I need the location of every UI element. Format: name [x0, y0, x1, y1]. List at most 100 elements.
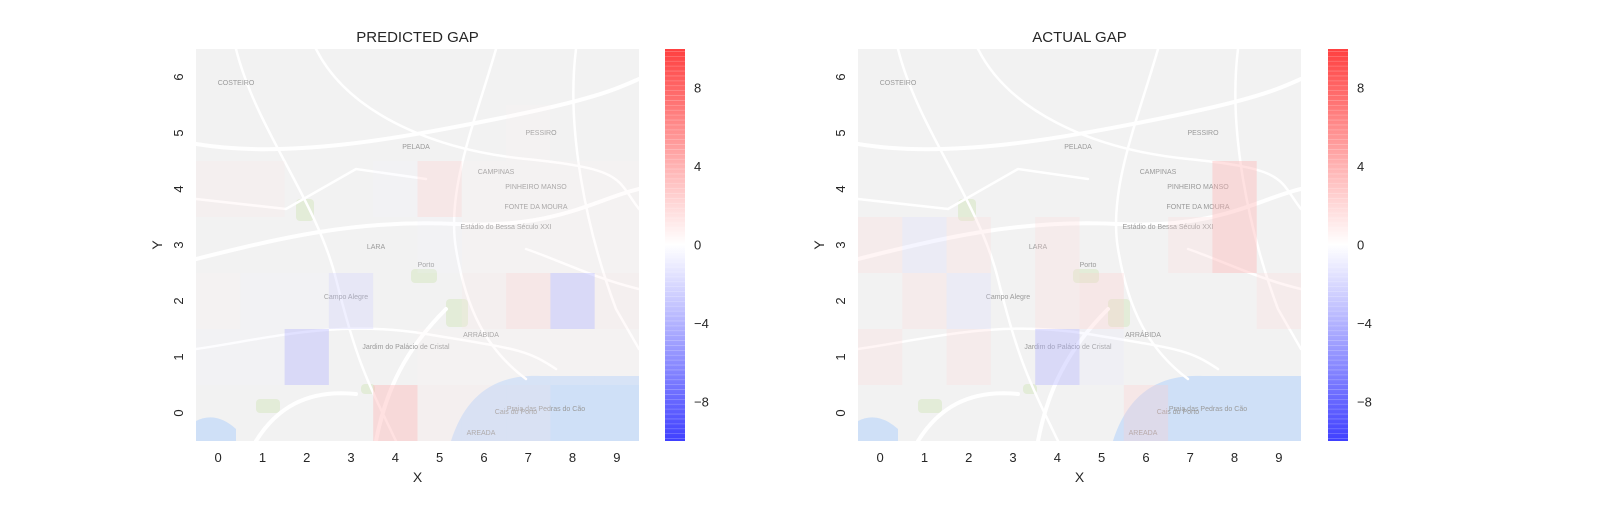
x-tick-label: 3 — [1009, 450, 1016, 465]
x-axis-label: X — [1075, 469, 1085, 485]
predicted-gap-panel: COSTEIRO PESSIRO PELADA CAMPINAS PINHEIRO MA… — [149, 29, 709, 485]
heatmap-cell — [240, 273, 285, 329]
map-label: Jardim do Palácio de Cristal — [1024, 344, 1112, 351]
x-tick-label: 4 — [392, 450, 399, 465]
heatmap-cell — [417, 217, 462, 273]
heatmap-cell — [417, 161, 462, 217]
map-road — [976, 49, 1301, 211]
x-tick-label: 0 — [877, 450, 884, 465]
heatmap-cell — [506, 161, 551, 217]
heatmap-cell — [1123, 385, 1169, 441]
river — [1113, 375, 1301, 441]
heatmap-cell — [506, 273, 551, 329]
map-label: PELADA — [402, 144, 430, 151]
y-tick-label: 5 — [833, 129, 848, 136]
heatmap-cell — [506, 217, 551, 273]
map-label: Jardim do Palácio de Cristal — [362, 344, 450, 351]
map-label: PESSIRO — [525, 130, 557, 137]
actual-gap-panel: COSTEIRO PESSIRO PELADA CAMPINAS PINHEIRO MA… — [811, 29, 1372, 485]
map-label: Praia das Pedras do Cão — [1169, 406, 1247, 413]
map-road — [858, 187, 1301, 261]
heatmap-cell — [594, 329, 639, 385]
chart-title: PREDICTED GAP — [356, 29, 479, 46]
map-label: CAMPINAS — [1140, 169, 1177, 176]
heatmap-cell — [594, 217, 639, 273]
heatmap-cell — [284, 329, 329, 385]
heatmap-cell — [858, 217, 903, 273]
map-label: LARA — [367, 244, 386, 251]
map-road — [572, 49, 639, 351]
park-area — [296, 199, 314, 221]
park-area — [1073, 269, 1099, 283]
map-label: AREADA — [1129, 430, 1158, 437]
map-road — [1036, 307, 1110, 441]
chart-title: ACTUAL GAP — [1032, 29, 1126, 46]
heatmap-cell — [594, 161, 639, 217]
river — [451, 375, 639, 441]
y-tick-label: 3 — [833, 241, 848, 248]
map-road — [1234, 49, 1301, 351]
heatmap-cell — [506, 385, 551, 441]
colorbar-tick-label: 0 — [694, 238, 701, 253]
heatmap-cell — [461, 217, 507, 273]
map-road — [896, 49, 1060, 441]
y-tick-label: 5 — [171, 129, 186, 136]
y-tick-label: 4 — [833, 185, 848, 192]
y-tick-label: 4 — [171, 185, 186, 192]
x-tick-label: 2 — [965, 450, 972, 465]
colorbar-tick-label: 0 — [1357, 238, 1364, 253]
map-land — [196, 49, 639, 441]
colorbar-tick-label: 4 — [1357, 159, 1364, 174]
heatmap-cell — [1256, 273, 1301, 329]
map-label: FONTE DA MOURA — [1166, 204, 1229, 211]
map-label: Estádio do Bessa Século XXI — [460, 224, 551, 231]
x-tick-label: 6 — [1142, 450, 1149, 465]
heatmap-cell — [196, 329, 241, 385]
heatmap-cell — [1212, 161, 1257, 217]
heatmap-cell — [461, 273, 507, 329]
map-label: LARA — [1029, 244, 1048, 251]
map-background: COSTEIRO PESSIRO PELADA CAMPINAS PINHEIRO MA… — [858, 49, 1301, 441]
park-area — [256, 399, 280, 413]
heatmap-cell — [946, 273, 991, 329]
y-tick-label: 6 — [833, 73, 848, 80]
colorbar-tick-label: −4 — [1357, 316, 1372, 331]
colorbar: 8 4 0 −4 −8 — [665, 49, 709, 441]
y-tick-label: 2 — [171, 297, 186, 304]
map-road — [254, 391, 358, 441]
map-road — [314, 49, 639, 211]
heatmap-cell — [946, 217, 991, 273]
heatmap-cell — [550, 329, 595, 385]
heatmap-cell — [946, 329, 991, 385]
map-label: Porto — [1080, 262, 1097, 269]
map-label: PINHEIRO MANSO — [505, 184, 567, 191]
map-label: COSTEIRO — [218, 80, 255, 87]
park-area — [411, 269, 437, 283]
map-road — [196, 77, 639, 152]
map-road — [196, 167, 428, 211]
map-label: Praia das Pedras do Cão — [507, 406, 585, 413]
y-axis-label: Y — [811, 240, 827, 250]
map-label: Cais do Porto — [495, 409, 538, 416]
x-tick-label: 1 — [259, 450, 266, 465]
heatmap-cell — [373, 385, 418, 441]
y-tick-label: 6 — [171, 73, 186, 80]
y-tick-label: 1 — [833, 353, 848, 360]
y-tick-label: 0 — [171, 409, 186, 416]
heatmap-cell — [284, 273, 329, 329]
colorbar-tick-label: 4 — [694, 159, 701, 174]
map-label: ARRÁBIDA — [463, 330, 499, 339]
map-land — [858, 49, 1301, 441]
heatmap-cell — [1079, 273, 1124, 329]
heatmap-cell — [417, 385, 462, 441]
x-tick-label: 3 — [347, 450, 354, 465]
colorbar-gradient — [1328, 49, 1348, 441]
park-area — [1108, 299, 1130, 327]
heatmap-cell — [461, 329, 507, 385]
y-tick-label: 1 — [171, 353, 186, 360]
x-tick-label: 2 — [303, 450, 310, 465]
x-tick-label: 6 — [480, 450, 487, 465]
sea — [858, 417, 898, 441]
heatmap-cell — [550, 273, 595, 329]
map-label: Porto — [418, 262, 435, 269]
